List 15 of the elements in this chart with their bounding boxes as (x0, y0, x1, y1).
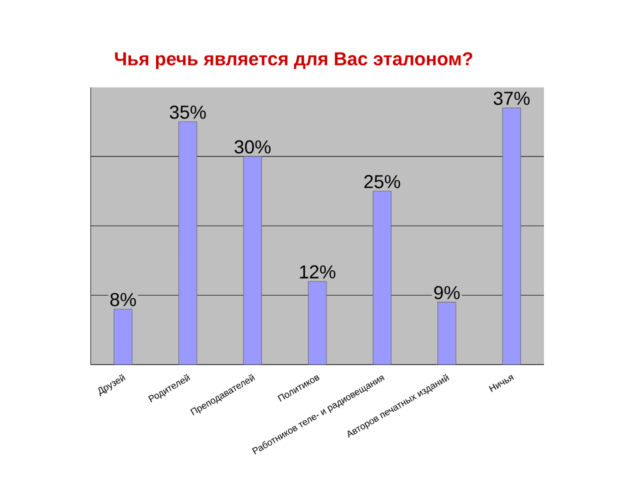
bar (243, 156, 262, 365)
bar (178, 121, 198, 365)
bar (502, 108, 521, 365)
data-label: 8% (110, 292, 136, 306)
data-label: 12% (300, 265, 336, 278)
bar (114, 308, 132, 365)
chart-title: Чья речь является для Вас эталоном? (115, 52, 472, 70)
data-label: 9% (434, 286, 460, 300)
data-label: 35% (170, 106, 206, 119)
data-label: 30% (234, 140, 271, 154)
data-label: 37% (494, 92, 530, 105)
bar (372, 190, 392, 365)
data-label: 25% (364, 174, 400, 188)
bar (438, 302, 456, 365)
bar (308, 281, 327, 365)
